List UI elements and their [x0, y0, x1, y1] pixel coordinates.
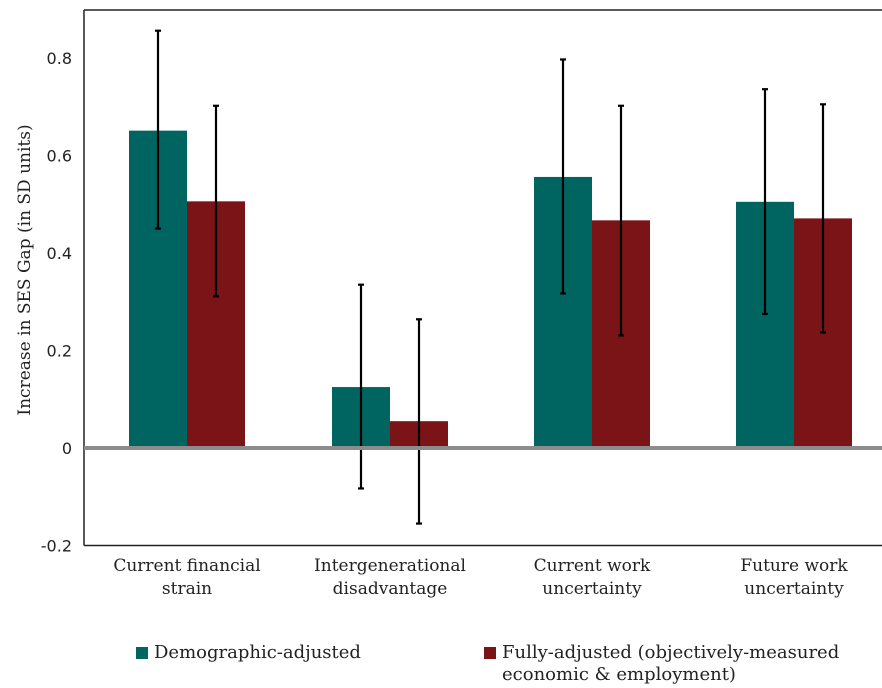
x-tick-label: disadvantage: [333, 579, 448, 599]
x-tick-label: uncertainty: [744, 579, 844, 599]
bar-chart: 0.8 0.6 0.4 0.2 0 -0.2 Current financial strai…: [15, 9, 882, 599]
x-tick-label: Intergenerational: [314, 556, 466, 576]
bars: [129, 130, 852, 448]
error-bars: [155, 29, 826, 525]
x-tick-label: Current financial: [113, 556, 260, 576]
y-tick-label: 0.4: [47, 244, 72, 263]
y-axis-label: Increase in SES Gap (in SD units): [15, 124, 35, 415]
y-tick-label: -0.2: [41, 537, 72, 556]
x-axis-labels: Current financial strain Intergenerational…: [113, 556, 848, 599]
x-tick-label: Future work: [740, 556, 848, 576]
x-tick-label: Current work: [534, 556, 651, 576]
y-tick-label: 0: [62, 439, 72, 458]
x-tick-label: uncertainty: [542, 579, 642, 599]
legend-item-fully-adjusted: Fully-adjusted (objectively-measured eco…: [484, 642, 839, 686]
axes: [83, 9, 882, 547]
x-tick-label: strain: [162, 579, 212, 599]
y-tick-label: 0.6: [47, 147, 72, 166]
legend-label-line: economic & employment): [502, 664, 736, 685]
legend-swatch: [136, 647, 148, 659]
legend-label: Fully-adjusted (objectively-measured eco…: [502, 642, 839, 686]
y-axis-ticks: 0.8 0.6 0.4 0.2 0 -0.2: [41, 49, 72, 556]
y-tick-label: 0.2: [47, 342, 72, 361]
y-tick-label: 0.8: [47, 49, 72, 68]
legend-label: Demographic-adjusted: [154, 642, 361, 663]
legend-swatch: [484, 647, 496, 659]
legend: Demographic-adjusted Fully-adjusted (obj…: [0, 640, 882, 688]
legend-label-line: Fully-adjusted (objectively-measured: [502, 642, 840, 663]
legend-item-demographic-adjusted: Demographic-adjusted: [136, 642, 361, 664]
